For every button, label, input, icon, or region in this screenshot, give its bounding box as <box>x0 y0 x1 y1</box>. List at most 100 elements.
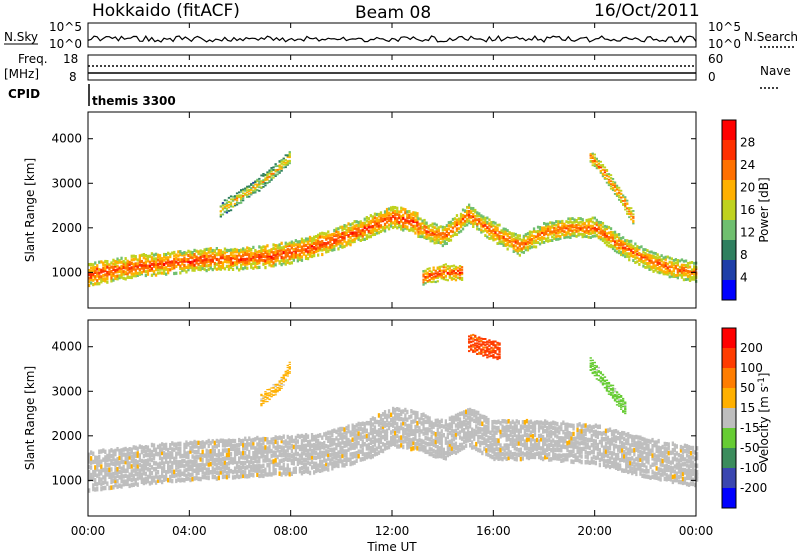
velocity-cell <box>418 437 421 443</box>
velocity-cell <box>329 453 332 458</box>
power-cell <box>181 267 184 271</box>
velocity-cell <box>623 468 626 473</box>
power-cell <box>603 169 607 172</box>
velocity-cell <box>199 467 202 472</box>
velocity-cell <box>600 439 603 444</box>
velocity-cell <box>349 457 352 462</box>
velocity-cell <box>438 449 441 455</box>
power-cell <box>313 238 316 242</box>
power-cell <box>648 259 651 262</box>
power-cell <box>605 170 609 172</box>
velocity-cell <box>400 425 403 431</box>
velocity-cell <box>471 440 474 445</box>
power-cell <box>579 217 582 220</box>
velocity-cell <box>124 456 127 462</box>
power-cell <box>169 255 172 259</box>
power-cell <box>622 243 625 246</box>
velocity-cell <box>527 455 531 461</box>
velocity-cell <box>96 482 99 487</box>
power-cell <box>349 243 352 247</box>
power-cell <box>199 264 202 269</box>
power-cell <box>516 246 519 250</box>
power-cell <box>278 161 281 164</box>
power-cell <box>292 247 295 252</box>
power-cell <box>545 237 548 241</box>
power-cell <box>443 242 446 246</box>
power-cell <box>254 190 257 193</box>
power-cell <box>246 191 249 194</box>
power-cell <box>313 246 316 250</box>
power-colorbar-swatch <box>722 200 736 221</box>
velocity-cell <box>460 442 464 448</box>
velocity-cell <box>598 451 601 457</box>
velocity-cell <box>231 460 235 465</box>
velocity-cell <box>651 444 654 449</box>
power-cell <box>122 276 125 280</box>
power-cell <box>396 221 399 226</box>
velocity-cell <box>617 462 620 467</box>
power-cell <box>156 267 160 272</box>
power-cell <box>363 226 366 230</box>
power-cell <box>104 277 107 281</box>
velocity-cell <box>542 446 545 451</box>
power-cell <box>587 225 590 229</box>
power-cell <box>573 228 576 232</box>
power-cell <box>363 230 366 234</box>
velocity-cell <box>110 475 113 481</box>
power-cell <box>433 230 436 234</box>
power-cell <box>538 242 542 246</box>
power-cell <box>136 271 139 275</box>
velocity-cell <box>246 446 249 451</box>
velocity-cell <box>353 429 356 434</box>
velocity-cell <box>274 462 277 467</box>
velocity-cell <box>244 436 247 442</box>
power-cell <box>308 246 312 250</box>
power-colorbar-swatch <box>722 240 736 261</box>
power-cell <box>248 255 251 259</box>
power-cell <box>607 241 611 245</box>
velocity-cell <box>211 470 214 475</box>
velocity-cell <box>614 438 618 444</box>
velocity-cell <box>134 451 137 457</box>
power-colorbar-tick: 16 <box>740 203 755 217</box>
velocity-cell <box>566 445 569 450</box>
power-cell <box>367 223 370 227</box>
velocity-cell <box>612 433 616 439</box>
power-cell <box>536 229 540 233</box>
velocity-cell <box>321 467 324 473</box>
power-cell <box>448 267 451 270</box>
power-cell <box>506 241 509 245</box>
velocity-cell <box>570 443 573 449</box>
velocity-cell <box>641 442 644 447</box>
velocity-cell <box>471 427 474 432</box>
velocity-cell <box>673 477 676 483</box>
power-cell <box>528 236 532 239</box>
power-cell <box>555 231 558 235</box>
power-cell <box>450 265 454 268</box>
power-cell <box>448 271 451 274</box>
power-cell <box>394 222 397 226</box>
velocity-cell <box>163 461 166 466</box>
velocity-cell <box>671 459 674 465</box>
velocity-cell <box>625 440 628 446</box>
power-cell <box>321 240 324 244</box>
velocity-cell <box>284 456 287 462</box>
power-cell <box>355 231 358 235</box>
power-cell <box>175 256 178 260</box>
power-cell <box>217 261 220 265</box>
velocity-cell <box>240 454 243 460</box>
power-cell <box>518 237 521 241</box>
velocity-cell <box>533 432 537 437</box>
power-cell <box>632 251 635 254</box>
velocity-cell <box>392 434 395 440</box>
velocity-cell <box>675 451 678 456</box>
power-cell <box>262 183 265 185</box>
power-cell <box>394 209 397 214</box>
power-cell <box>414 224 417 228</box>
velocity-cell <box>683 476 687 482</box>
power-cell <box>516 239 519 243</box>
power-cell <box>628 216 631 219</box>
power-cell <box>199 258 202 262</box>
power-cell <box>406 225 409 229</box>
velocity-cell <box>235 469 239 475</box>
